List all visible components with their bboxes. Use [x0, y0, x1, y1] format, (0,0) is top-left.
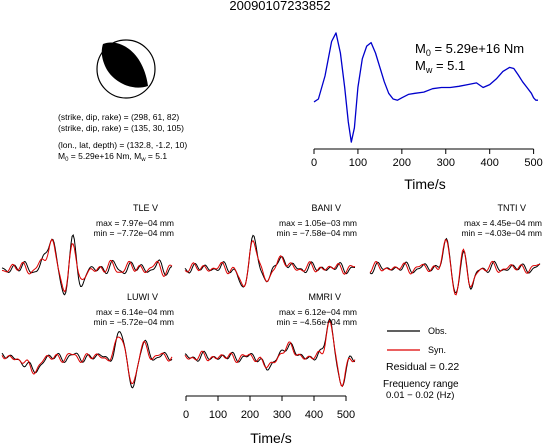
stf-x-tick-label: 300	[437, 157, 455, 169]
bottom-axis-label: Time/s	[250, 430, 291, 445]
stf-series-line	[313, 32, 538, 143]
min-amplitude: min = −5.72e−04 mm	[93, 317, 174, 327]
station-label: TLE V	[133, 203, 158, 213]
residual-label: Residual = 0.22	[386, 361, 459, 373]
observed-trace	[1, 234, 173, 296]
legend: Obs. Syn. Residual = 0.22 Frequency rang…	[383, 326, 459, 401]
mechanism-info: (strike, dip, rake) = (298, 61, 82) (str…	[58, 112, 187, 163]
synthetic-trace	[184, 319, 356, 387]
stf-m0-label: M0 = 5.29e+16 Nm	[415, 41, 524, 58]
stf-mw-label: Mw = 5.1	[415, 58, 465, 75]
bottom-axis-tick-label: 400	[305, 409, 323, 421]
synthetic-trace	[1, 238, 173, 293]
max-amplitude: max = 7.97e−04 mm	[96, 218, 174, 228]
frequency-title: Frequency range	[383, 379, 459, 390]
stf-x-axis-label: Time/s	[404, 176, 445, 192]
nodal-plane-2: (strike, dip, rake) = (135, 30, 105)	[58, 123, 184, 133]
stf-x-tick-label: 400	[481, 157, 499, 169]
max-amplitude: max = 4.45e−04 mm	[464, 218, 542, 228]
nodal-plane-1: (strike, dip, rake) = (298, 61, 82)	[58, 112, 179, 122]
stf-x-tick-label: 100	[349, 157, 367, 169]
stf-plot: 0 100 200 300 400 500 Time/s	[311, 32, 543, 192]
observed-trace	[369, 237, 541, 294]
bottom-axis-tick-label: 200	[241, 409, 259, 421]
legend-obs-label: Obs.	[428, 326, 447, 336]
observed-trace	[1, 331, 173, 389]
synthetic-trace	[1, 336, 173, 385]
waveform-time-axis: 0 100 200 300 400 500 Time/s	[183, 395, 355, 445]
stf-x-tick-label: 200	[393, 157, 411, 169]
compressional-quadrant	[101, 42, 148, 88]
stf-x-tick-label: 500	[524, 157, 542, 169]
bottom-axis-tick-label: 300	[273, 409, 291, 421]
min-amplitude: min = −7.72e−04 mm	[93, 228, 174, 238]
station-label: BANI V	[311, 203, 341, 213]
stf-x-tick-label: 0	[311, 157, 317, 169]
bottom-axis-tick-label: 500	[337, 409, 355, 421]
location-depth: (lon., lat, depth) = (132.8, -1.2, 10)	[58, 140, 187, 150]
station-label: LUWI V	[127, 292, 158, 302]
observed-trace	[184, 318, 356, 388]
synthetic-trace	[369, 239, 541, 296]
figure-title: 20090107233852	[229, 0, 330, 13]
bottom-axis-tick-label: 100	[209, 409, 227, 421]
min-amplitude: min = −4.56e−04 mm	[276, 317, 357, 327]
station-label: TNTI V	[498, 203, 527, 213]
min-amplitude: min = −7.58e−04 mm	[276, 228, 357, 238]
stf-moment-labels: M0 = 5.29e+16 Nm Mw = 5.1	[415, 41, 524, 75]
min-amplitude: min = −4.03e−04 mm	[461, 228, 542, 238]
synthetic-trace	[184, 239, 356, 287]
legend-syn-label: Syn.	[428, 345, 446, 355]
moment-magnitude: M0 = 5.29e+16 Nm, Mw = 5.1	[58, 151, 167, 163]
observed-trace	[184, 234, 355, 288]
station-label: MMRI V	[309, 292, 342, 302]
max-amplitude: max = 6.12e−04 mm	[279, 307, 357, 317]
max-amplitude: max = 6.14e−04 mm	[96, 307, 174, 317]
frequency-range: 0.01 − 0.02 (Hz)	[386, 390, 454, 401]
bottom-axis-tick-label: 0	[183, 409, 189, 421]
beachball	[96, 39, 156, 99]
max-amplitude: max = 1.05e−03 mm	[279, 218, 357, 228]
